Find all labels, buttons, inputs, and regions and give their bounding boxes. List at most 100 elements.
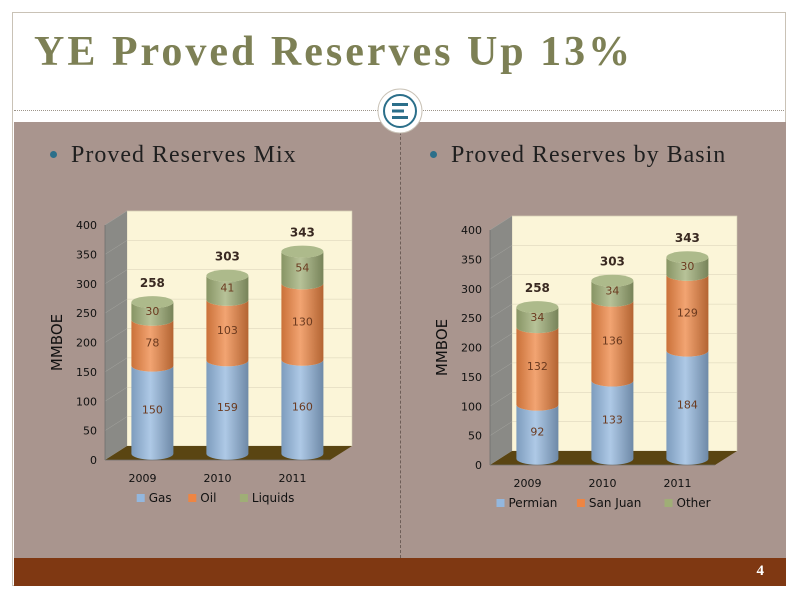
data-label: 133 (602, 414, 623, 427)
data-label: 132 (527, 360, 548, 373)
x-tick-label: 2010 (589, 477, 617, 490)
bar-segment (206, 360, 249, 460)
data-label: 160 (292, 401, 313, 414)
gridline-side (104, 298, 128, 314)
gridline-side (489, 362, 513, 378)
x-tick-label: 2010 (204, 472, 232, 485)
data-label: 30 (680, 260, 694, 273)
data-label: 159 (217, 401, 238, 414)
bar-top (591, 274, 634, 287)
y-tick-label: 150 (76, 366, 97, 379)
footer-bar: 4 (14, 558, 786, 586)
gridline-side (104, 269, 128, 284)
bar-segment (206, 299, 249, 367)
x-tick-label: 2009 (514, 477, 542, 490)
gridline-side (104, 357, 128, 373)
y-tick-label: 200 (461, 342, 482, 355)
bar-top (516, 301, 559, 314)
bar-segment (666, 274, 709, 357)
y-tick-label: 0 (475, 459, 482, 472)
gridline-side (489, 392, 513, 407)
slide-title: YE Proved Reserves Up 13% (34, 29, 634, 75)
data-label: 184 (677, 399, 698, 412)
gridline-side (489, 303, 513, 319)
y-tick-label: 150 (461, 371, 482, 384)
panel-divider (400, 122, 401, 558)
legend-label: Other (677, 496, 711, 510)
bar-segment (591, 280, 634, 307)
data-label: 34 (605, 285, 619, 298)
bar-segment (516, 327, 559, 411)
x-tick-label: 2011 (664, 477, 692, 490)
gridline-side (489, 421, 513, 436)
legend-swatch (136, 494, 145, 502)
page-number: 4 (756, 563, 765, 579)
bar-segment (666, 257, 709, 281)
data-label: 129 (677, 307, 698, 320)
y-tick-label: 0 (90, 454, 97, 467)
chart-legend: Gas Oil Liquids (136, 491, 294, 505)
legend-swatch (576, 499, 585, 507)
bar-segment (281, 359, 324, 460)
gridline-side (489, 245, 513, 260)
total-label: 343 (675, 231, 700, 245)
data-label: 78 (145, 337, 159, 350)
gridline-side (104, 240, 128, 255)
bar-segment (281, 251, 324, 290)
bar-top (281, 245, 324, 258)
y-tick-label: 400 (76, 219, 97, 232)
y-tick-label: 300 (76, 278, 97, 291)
data-label: 54 (295, 261, 309, 274)
right-bullet: Proved Reserves by Basin (430, 142, 726, 169)
total-label: 303 (215, 250, 240, 264)
bar-segment (591, 380, 634, 465)
y-tick-label: 300 (461, 283, 482, 296)
y-tick-label: 50 (468, 430, 482, 443)
bullet-dot-icon (430, 150, 437, 158)
bar-segment (666, 350, 709, 465)
y-tick-label: 50 (83, 425, 97, 438)
legend-swatch (188, 494, 197, 502)
data-label: 41 (220, 282, 234, 295)
data-label: 136 (602, 335, 623, 348)
total-label: 258 (140, 276, 165, 290)
gridline-side (104, 387, 128, 402)
total-label: 343 (290, 226, 315, 240)
reserves-by-basin-chart: 0 50 100 150 200 250 300 350 400 MMBOE 92 132 34 258 2… (433, 215, 738, 510)
legend-label: Liquids (252, 491, 294, 505)
data-label: 30 (145, 305, 159, 318)
bar-segment (591, 300, 634, 387)
legend-swatch (496, 499, 505, 507)
legend-label: San Juan (589, 496, 642, 510)
bar-segment (131, 302, 174, 326)
data-label: 92 (530, 426, 544, 439)
bar-top (206, 269, 249, 282)
data-label: 150 (142, 404, 163, 417)
y-tick-label: 350 (461, 253, 482, 266)
y-tick-label: 250 (461, 312, 482, 325)
total-label: 258 (525, 281, 550, 295)
y-tick-label: 200 (76, 337, 97, 350)
chart-legend: Permian San Juan Other (496, 496, 711, 510)
gridline-side (489, 333, 513, 348)
gridline-side (104, 416, 128, 431)
y-tick-label: 100 (461, 400, 482, 413)
legend-swatch (664, 499, 673, 507)
left-bullet: Proved Reserves Mix (50, 142, 297, 169)
bullet-dot-icon (50, 150, 57, 158)
bar-segment (131, 365, 174, 460)
left-bullet-text: Proved Reserves Mix (71, 142, 297, 168)
bar-segment (281, 283, 324, 366)
data-label: 130 (292, 316, 313, 329)
data-label: 103 (217, 324, 238, 337)
company-logo-icon (377, 88, 423, 134)
y-tick-label: 400 (461, 224, 482, 237)
bar-segment (131, 319, 174, 372)
reserves-mix-chart: 0 50 100 150 200 250 300 350 400 MMBOE 150 78 30 258 2… (48, 210, 353, 505)
data-label: 34 (530, 311, 544, 324)
total-label: 303 (600, 255, 625, 269)
bar-segment (516, 404, 559, 465)
bar-top (666, 251, 709, 264)
legend-label: Oil (200, 491, 216, 505)
gridline-side (489, 274, 513, 289)
